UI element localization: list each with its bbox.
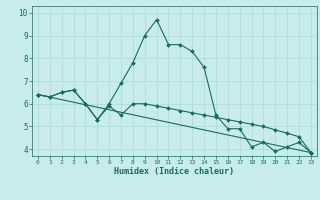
X-axis label: Humidex (Indice chaleur): Humidex (Indice chaleur) [115, 167, 234, 176]
